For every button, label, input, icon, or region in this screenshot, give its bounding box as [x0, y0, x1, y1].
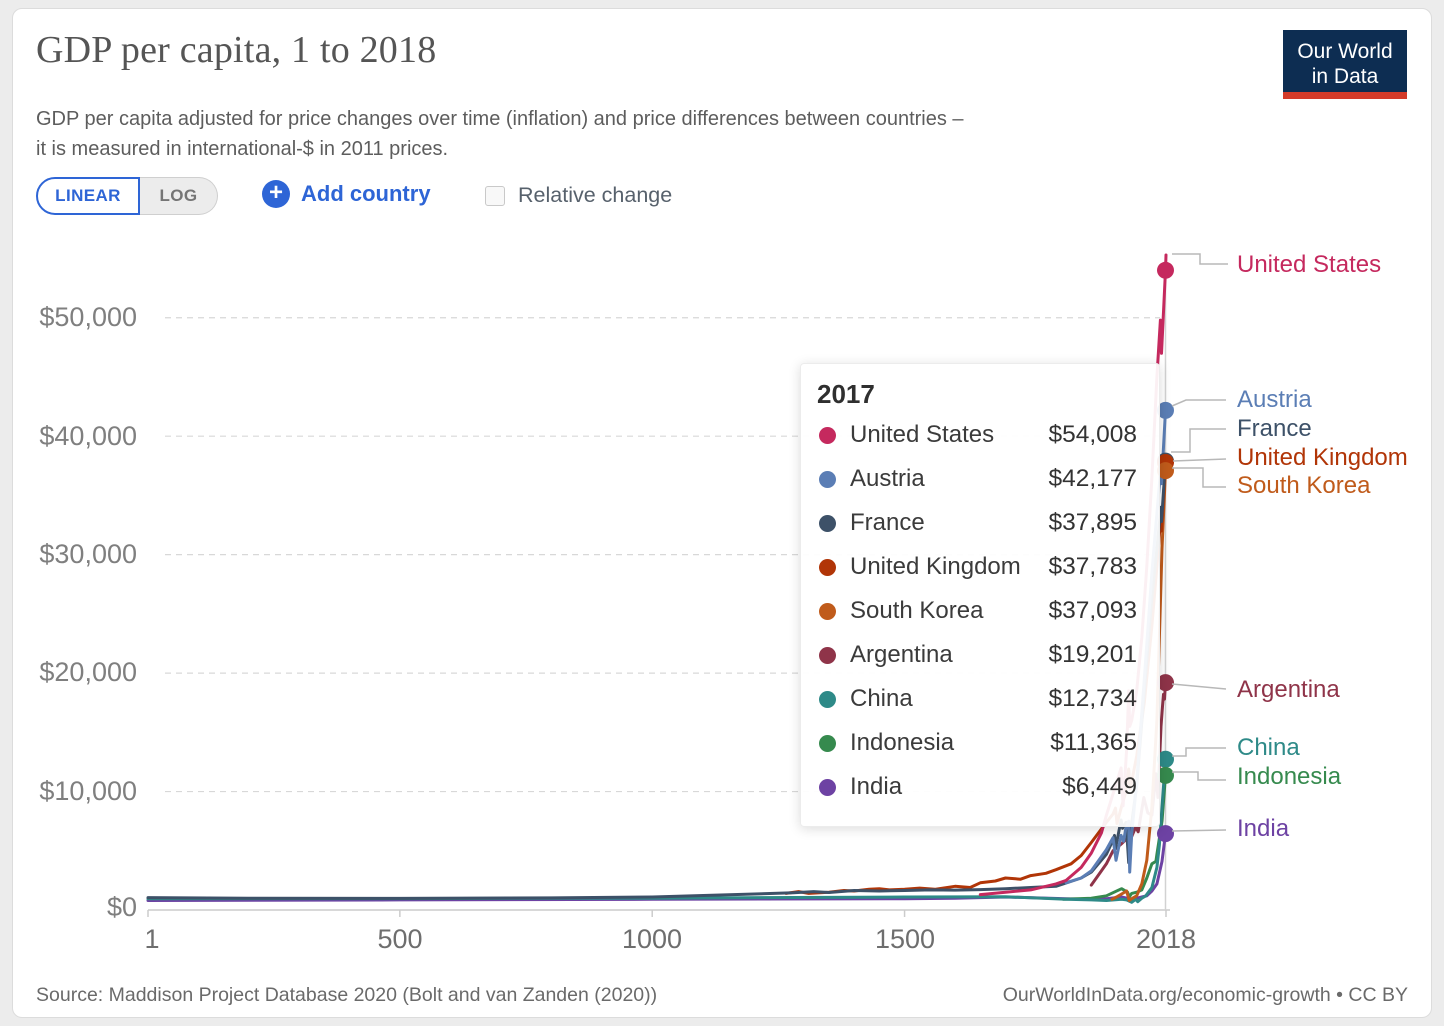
series-label-france: France — [1237, 415, 1312, 442]
x-axis-tick-1: 1 — [144, 924, 160, 954]
series-endpoint-dots — [1157, 261, 1174, 843]
series-label-united-kingdom: United Kingdom — [1237, 444, 1408, 471]
tooltip-row: Austria $42,177 — [817, 457, 1137, 501]
series-line-china — [146, 752, 1168, 904]
series-color-dot — [819, 514, 836, 532]
tooltip-row: China $12,734 — [817, 677, 1137, 721]
license-note: OurWorldInData.org/economic-growth • CC … — [1002, 984, 1408, 1006]
series-color-dot — [819, 734, 836, 752]
linear-button[interactable]: LINEAR — [36, 177, 140, 215]
x-axis-tick-2018: 2018 — [1135, 924, 1197, 954]
relative-change-label: Relative change — [518, 183, 673, 207]
tooltip-row: India $6,449 — [817, 765, 1137, 809]
series-color-dot — [819, 426, 836, 444]
hover-tooltip: 2017 United States $54,008 Austria $42,1… — [800, 363, 1160, 827]
series-color-dot — [819, 646, 836, 664]
series-color-dot — [819, 778, 836, 796]
scale-toggle: LINEAR LOG — [36, 177, 218, 215]
endpoint-dot-austria — [1157, 401, 1174, 419]
endpoint-dot-south-korea — [1157, 462, 1174, 480]
label-leader-lines — [1171, 253, 1228, 832]
series-label-india: India — [1237, 815, 1290, 842]
endpoint-dot-indonesia — [1157, 766, 1174, 784]
relative-change-control[interactable]: Relative change — [485, 183, 672, 208]
series-color-dot — [819, 690, 836, 708]
series-label-austria: Austria — [1237, 386, 1312, 413]
y-axis-tick-0: $0 — [106, 892, 137, 922]
y-axis-tick-10000: $10,000 — [39, 776, 137, 806]
series-color-dot — [819, 470, 836, 488]
series-label-indonesia: Indonesia — [1237, 763, 1342, 790]
chart-footer: Source: Maddison Project Database 2020 (… — [36, 984, 1408, 1007]
endpoint-dot-united-states — [1157, 261, 1174, 279]
y-axis-tick-30000: $30,000 — [39, 539, 137, 569]
x-axis-tick-1000: 1000 — [621, 924, 683, 954]
series-label-united-states: United States — [1237, 251, 1382, 278]
plus-circle-icon: + — [262, 180, 290, 208]
add-country-button[interactable]: + Add country — [262, 180, 431, 208]
y-axis-tick-40000: $40,000 — [39, 421, 137, 451]
owid-logo: Our World in Data — [1283, 30, 1407, 99]
log-button[interactable]: LOG — [140, 177, 218, 215]
tooltip-row: United Kingdom $37,783 — [817, 545, 1137, 589]
y-axis-tick-20000: $20,000 — [39, 657, 137, 687]
chart-subtitle-line2: it is measured in international-$ in 201… — [36, 138, 449, 160]
tooltip-row: Argentina $19,201 — [817, 633, 1137, 677]
series-label-argentina: Argentina — [1237, 676, 1340, 703]
tooltip-row: United States $54,008 — [817, 413, 1137, 457]
owid-logo-line1: Our World — [1297, 40, 1393, 63]
x-axis-tick-1500: 1500 — [874, 924, 936, 954]
tooltip-row: Indonesia $11,365 — [817, 721, 1137, 765]
relative-change-checkbox[interactable] — [485, 185, 505, 206]
series-line-south-korea — [1110, 461, 1168, 902]
owid-logo-line2: in Data — [1311, 65, 1379, 88]
y-axis-tick-50000: $50,000 — [39, 302, 137, 332]
series-label-south-korea: South Korea — [1237, 472, 1371, 499]
endpoint-dot-india — [1157, 825, 1174, 843]
series-label-china: China — [1237, 734, 1300, 761]
x-axis-tick-500: 500 — [377, 924, 423, 954]
page-title: GDP per capita, 1 to 2018 — [36, 29, 437, 71]
endpoint-dot-china — [1157, 750, 1174, 768]
chart-subtitle: GDP per capita adjusted for price change… — [36, 104, 1276, 164]
chart-subtitle-line1: GDP per capita adjusted for price change… — [36, 108, 964, 130]
tooltip-year: 2017 — [817, 379, 875, 409]
chart-card — [12, 8, 1432, 1018]
tooltip-row: South Korea $37,093 — [817, 589, 1137, 633]
endpoint-dot-argentina — [1157, 674, 1174, 692]
series-color-dot — [819, 558, 836, 576]
tooltip-row: France $37,895 — [817, 501, 1137, 545]
series-line-india — [146, 828, 1168, 902]
series-color-dot — [819, 602, 836, 620]
add-country-label: Add country — [301, 181, 431, 206]
source-note: Source: Maddison Project Database 2020 (… — [36, 984, 658, 1006]
